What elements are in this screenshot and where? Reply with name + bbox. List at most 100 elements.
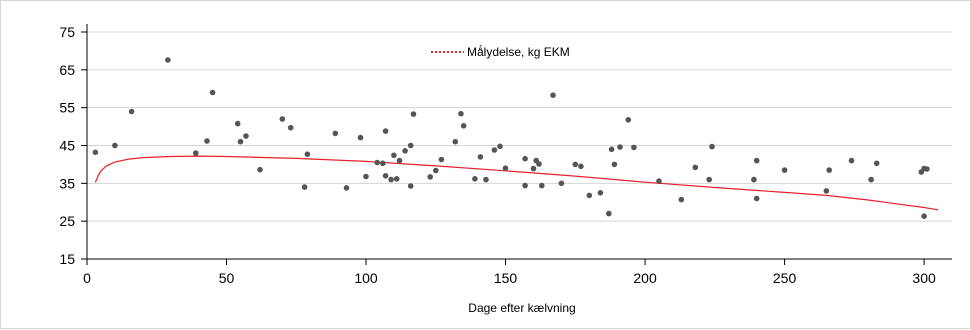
data-point [234,120,241,127]
data-point [382,128,389,134]
x-axis-title: Dage efter kælvning [468,301,575,315]
data-point [709,143,715,150]
data-point [873,160,880,167]
y-tick-label: 15 [59,251,75,267]
data-point [753,195,760,202]
data-point [497,143,503,150]
legend: Mǻlydelse, kg EKM [431,44,570,59]
x-tick-label: 250 [773,270,797,286]
data-point [550,92,556,98]
data-point [692,164,699,171]
grid-lines [87,31,952,222]
data-point [611,161,618,168]
data-point [209,89,216,96]
data-point [706,176,712,183]
data-point [382,173,389,179]
data-point [608,146,615,153]
data-point [625,117,632,123]
target-line-series [94,155,939,211]
data-point [823,188,830,194]
data-point [257,166,263,173]
target-line [94,155,939,211]
data-point [374,159,381,166]
data-point [128,108,135,115]
data-point [751,176,757,183]
data-point [396,157,403,164]
data-point [112,142,118,149]
y-tick-label: 75 [59,24,75,40]
data-point [472,176,478,182]
data-point [393,176,400,182]
data-point [357,134,364,141]
data-point [502,165,509,171]
tick-labels: 15 25 35 45 55 65 75 0 50 100 150 200 250 300 [59,24,936,286]
y-tick-label: 65 [59,62,75,78]
data-point [848,157,855,164]
data-point [483,176,489,183]
data-point [301,184,308,190]
data-point [539,182,545,189]
data-point [477,154,484,160]
data-point [586,192,593,199]
x-tick-label: 200 [633,270,657,286]
data-point [617,144,623,150]
y-tick-label: 55 [59,100,75,116]
data-point [92,149,99,156]
x-tick-label: 150 [494,270,518,286]
data-point [452,138,459,145]
data-point [363,173,369,180]
data-point [597,190,604,196]
legend-label: Mǻlydelse, kg EKM [467,44,570,59]
data-point [606,210,612,217]
data-point [427,174,434,180]
data-point [522,155,528,162]
x-tick-label: 300 [912,270,936,286]
data-point [458,110,464,117]
y-tick-label: 25 [59,213,75,229]
data-point [631,144,637,151]
y-tick-label: 35 [59,175,75,191]
data-point [921,213,927,219]
data-point [279,116,286,122]
x-tick-label: 100 [354,270,378,286]
data-point [380,160,386,167]
data-point [332,130,339,137]
x-tick-label: 50 [219,270,235,286]
data-point [243,133,249,139]
data-point [753,157,760,164]
data-point [530,165,537,172]
data-point [438,156,445,163]
data-point [491,147,498,153]
data-point [868,176,874,183]
data-point [826,167,832,173]
data-point [343,185,350,191]
data-point [402,148,408,154]
data-point [237,138,244,145]
data-point [678,196,685,203]
data-point [433,167,439,174]
data-point [287,124,294,131]
data-point [522,182,528,189]
data-point [460,123,467,129]
data-point [924,166,930,172]
y-tick-label: 45 [59,138,75,154]
data-point [165,57,171,63]
data-point [391,152,397,159]
data-point [304,151,311,157]
data-point [388,176,394,183]
scatter-points [92,57,930,219]
data-point [781,167,788,173]
data-point [204,138,210,144]
data-point [407,142,414,149]
data-point [578,163,584,170]
data-point [558,180,565,187]
data-point [407,183,414,189]
data-point [656,178,662,184]
data-point [572,161,579,168]
x-tick-label: 0 [83,270,91,286]
data-point [193,150,199,156]
axes [81,24,952,265]
data-point [536,161,542,167]
